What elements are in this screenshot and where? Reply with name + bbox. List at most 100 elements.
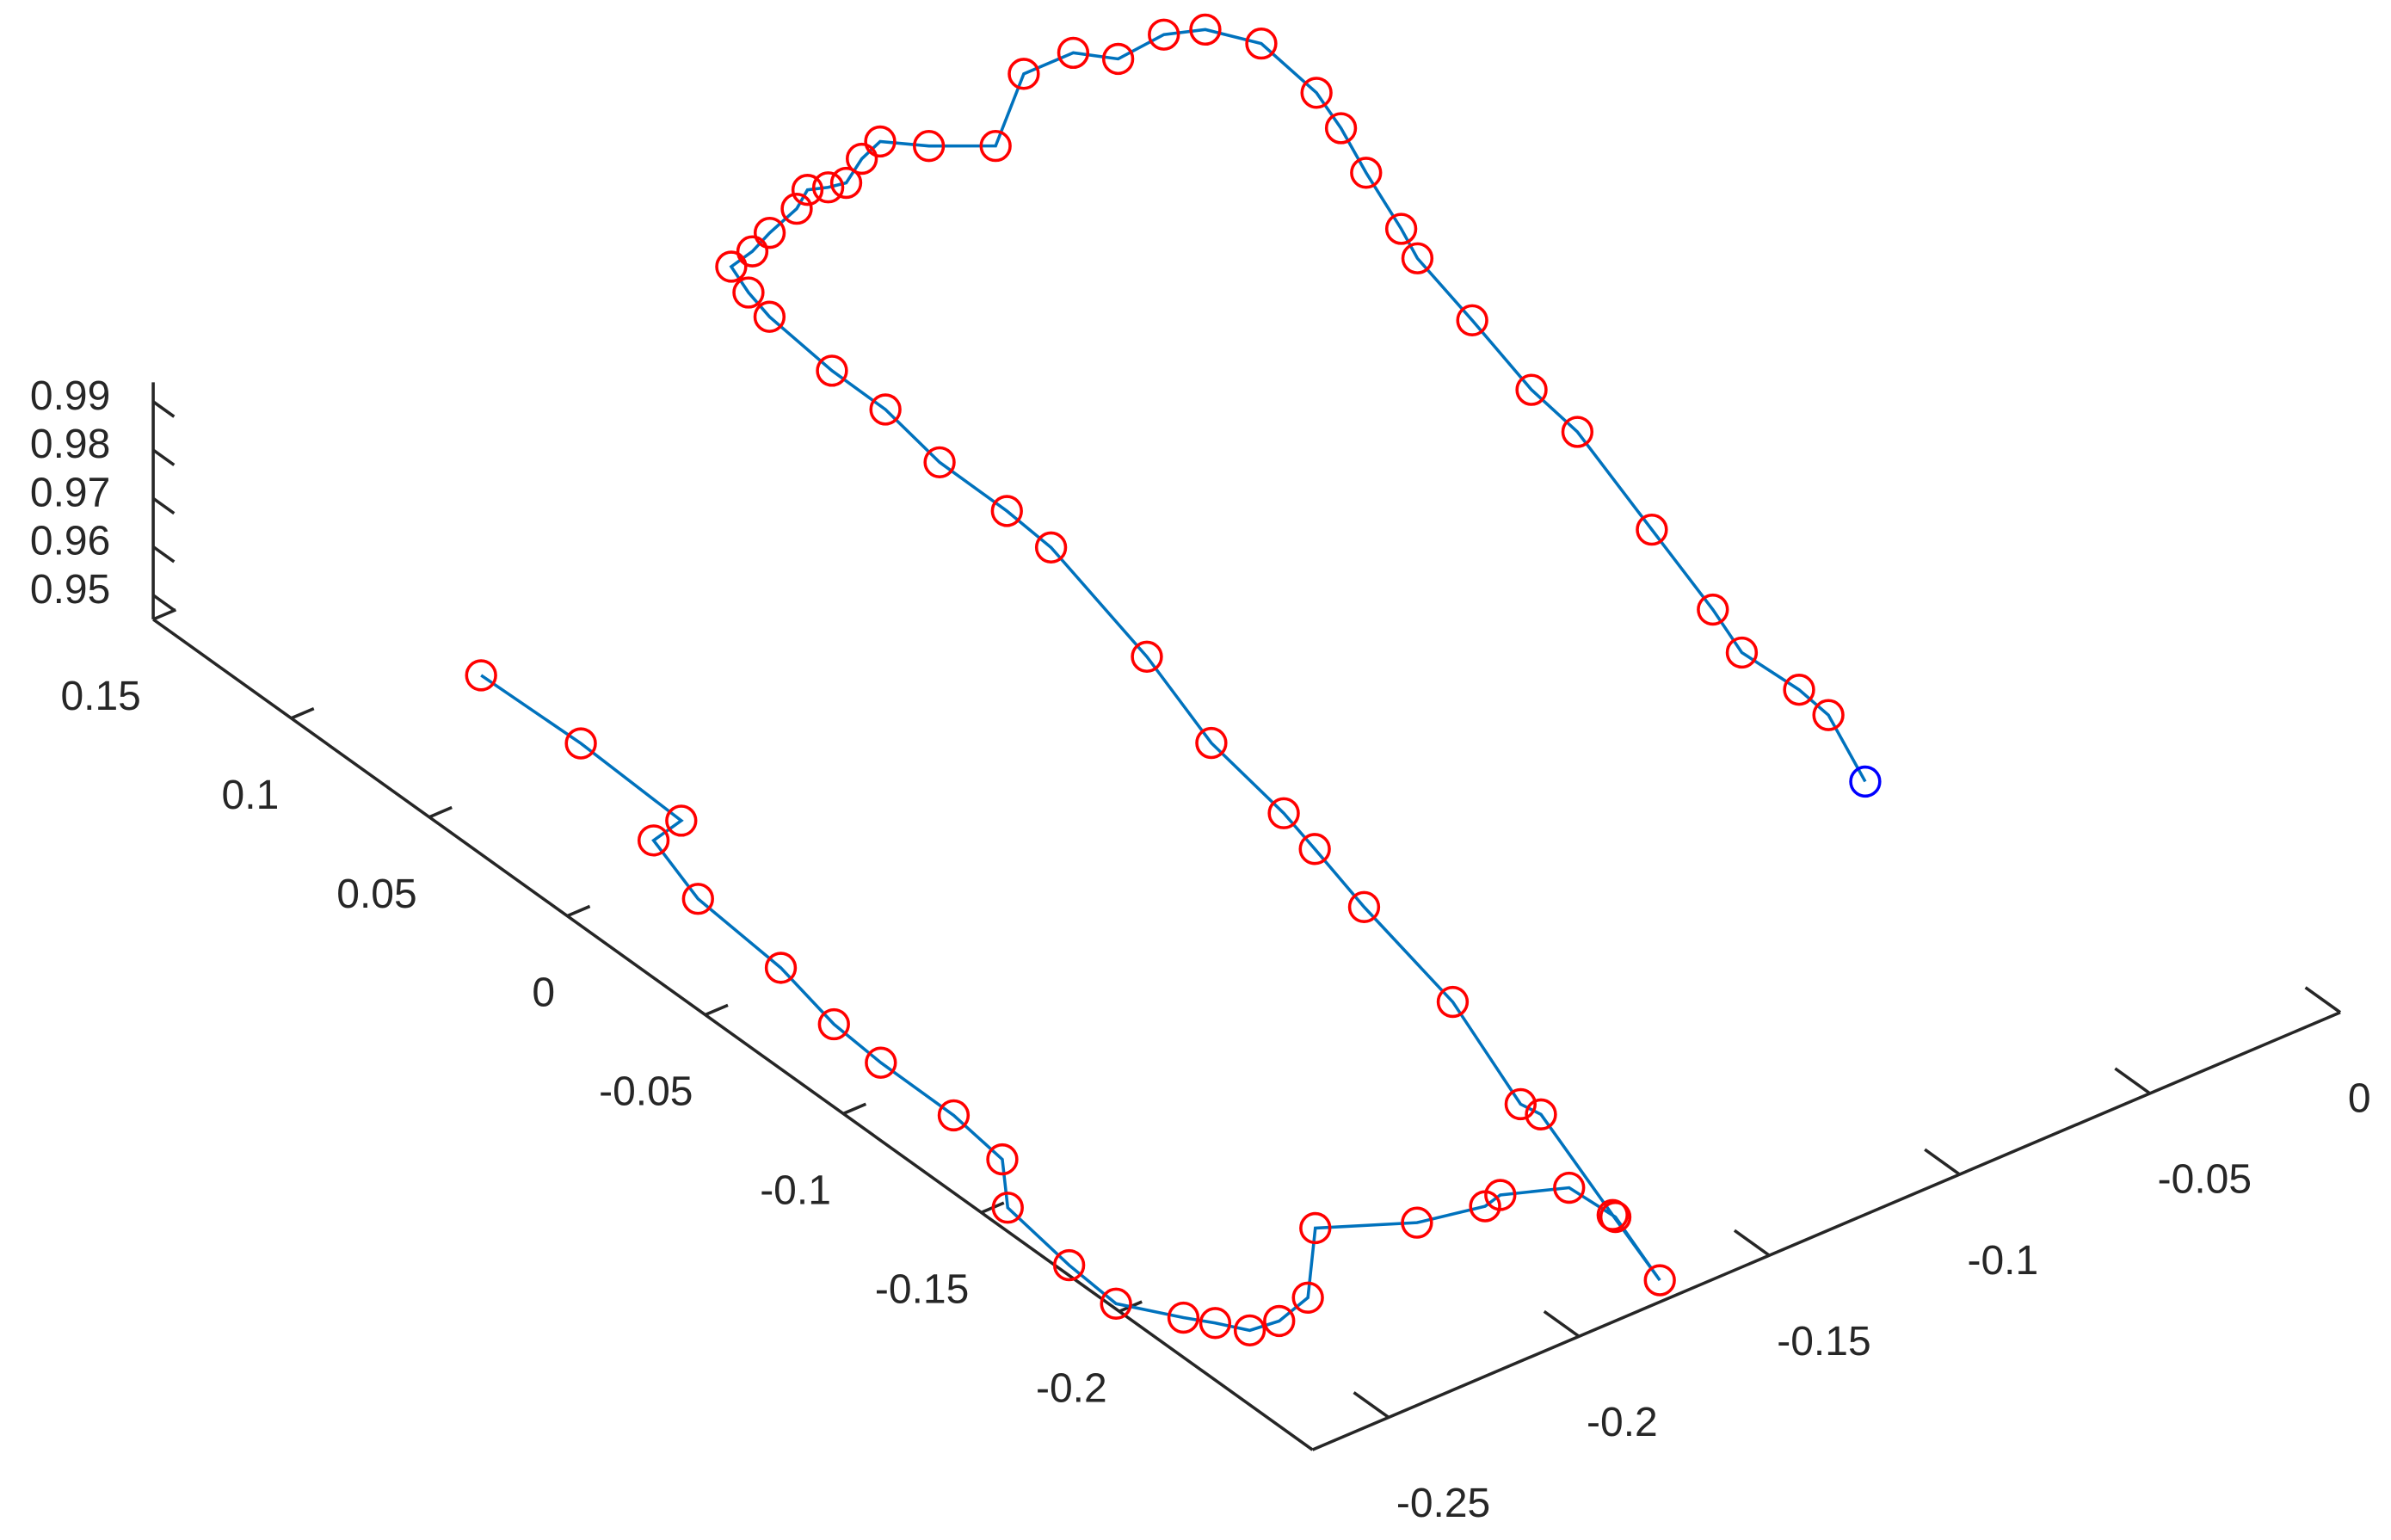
x-tick-label: 0.1 [222,773,280,818]
point-marker [1812,699,1845,731]
point-marker [991,1192,1024,1224]
z-tick [152,594,176,612]
point-marker [1561,416,1594,448]
point-marker [1263,1304,1296,1338]
point-marker [753,300,786,333]
z-tick [152,400,176,418]
point-marker [780,192,813,225]
z-tick [152,448,176,466]
point-marker [1195,726,1228,760]
z-tick [152,545,176,564]
point-marker [1401,1206,1433,1239]
y-tick-label: -0.1 [1967,1238,2038,1284]
point-marker [865,1046,897,1079]
y-tick [1543,1309,1581,1338]
point-marker [665,804,698,837]
point-marker [1636,513,1668,546]
point-marker [1291,1281,1324,1314]
point-marker [1725,636,1759,669]
end-marker [1849,765,1882,798]
y-tick [1353,1391,1390,1419]
point-marker [637,824,670,857]
x-tick-label: -0.15 [875,1266,969,1312]
z-tick-label: 0.96 [30,519,110,564]
point-marker [811,171,845,204]
point-marker [1199,1307,1232,1340]
point-marker [1697,593,1729,626]
point-marker [1299,1211,1332,1245]
x-tick-label: 0.15 [60,674,140,719]
y-tick-label: -0.2 [1587,1400,1658,1445]
x-tick [842,1102,867,1116]
point-marker [923,446,956,479]
z-tick-label: 0.95 [30,567,110,613]
point-marker [681,883,714,915]
point-marker [1504,1087,1538,1121]
point-marker [753,216,786,249]
point-marker [1052,1248,1086,1282]
point-marker [1596,1198,1629,1231]
point-marker [990,495,1023,527]
x-tick [566,904,591,918]
y-tick-label: -0.25 [1396,1481,1490,1526]
z-tick [152,496,176,515]
point-marker [1100,1287,1132,1320]
x-tick-label: -0.05 [599,1069,693,1115]
point-marker [829,166,863,200]
point-marker [791,174,824,206]
x-tick [152,608,177,621]
x-tick [705,1003,729,1017]
point-marker [979,129,1012,163]
point-marker [1034,531,1068,564]
point-marker [1148,18,1180,51]
point-marker [1350,157,1383,189]
point-marker [1783,674,1815,706]
point-marker [937,1099,971,1132]
y-tick-label: 0 [2348,1076,2371,1122]
point-marker [1245,27,1278,60]
y-axis [1311,1011,2341,1451]
point-marker [1436,985,1470,1019]
x-axis [152,618,1314,1451]
point-marker [715,250,748,283]
point-marker [1525,1098,1557,1130]
y-tick-label: -0.15 [1777,1319,1870,1364]
point-marker [986,1143,1019,1176]
point-marker [1101,42,1135,76]
z-tick-label: 0.99 [30,373,110,419]
x-tick-label: 0.05 [336,872,416,917]
z-tick-label: 0.98 [30,422,110,467]
point-marker [1599,1200,1632,1234]
point-marker [817,1007,850,1041]
point-marker [869,393,902,426]
point-marker [465,659,497,692]
point-marker [864,125,897,158]
z-tick-label: 0.97 [30,470,110,515]
y-tick [1924,1148,1961,1176]
point-marker [1347,890,1381,923]
point-marker [1401,242,1434,274]
point-marker [1057,36,1090,70]
point-marker [1324,112,1358,145]
x-tick [290,706,315,720]
point-marker [1456,304,1488,336]
point-marker [564,727,597,760]
point-marker [1515,373,1548,406]
point-marker [1189,13,1222,46]
point-marker [912,129,946,163]
x-tick [428,805,453,819]
point-marker [1131,640,1163,674]
point-marker [1484,1179,1517,1211]
y-tick [2114,1067,2151,1095]
point-marker [1008,58,1040,90]
point-marker [1233,1314,1266,1347]
point-marker [1298,833,1331,865]
x-tick-label: 0 [532,970,555,1016]
y-tick-label: -0.05 [2158,1157,2252,1203]
x-tick-label: -0.2 [1036,1365,1107,1411]
point-marker [1300,77,1333,109]
trajectory-line [480,28,1867,1333]
point-marker [1167,1301,1200,1334]
point-marker [1553,1171,1586,1204]
